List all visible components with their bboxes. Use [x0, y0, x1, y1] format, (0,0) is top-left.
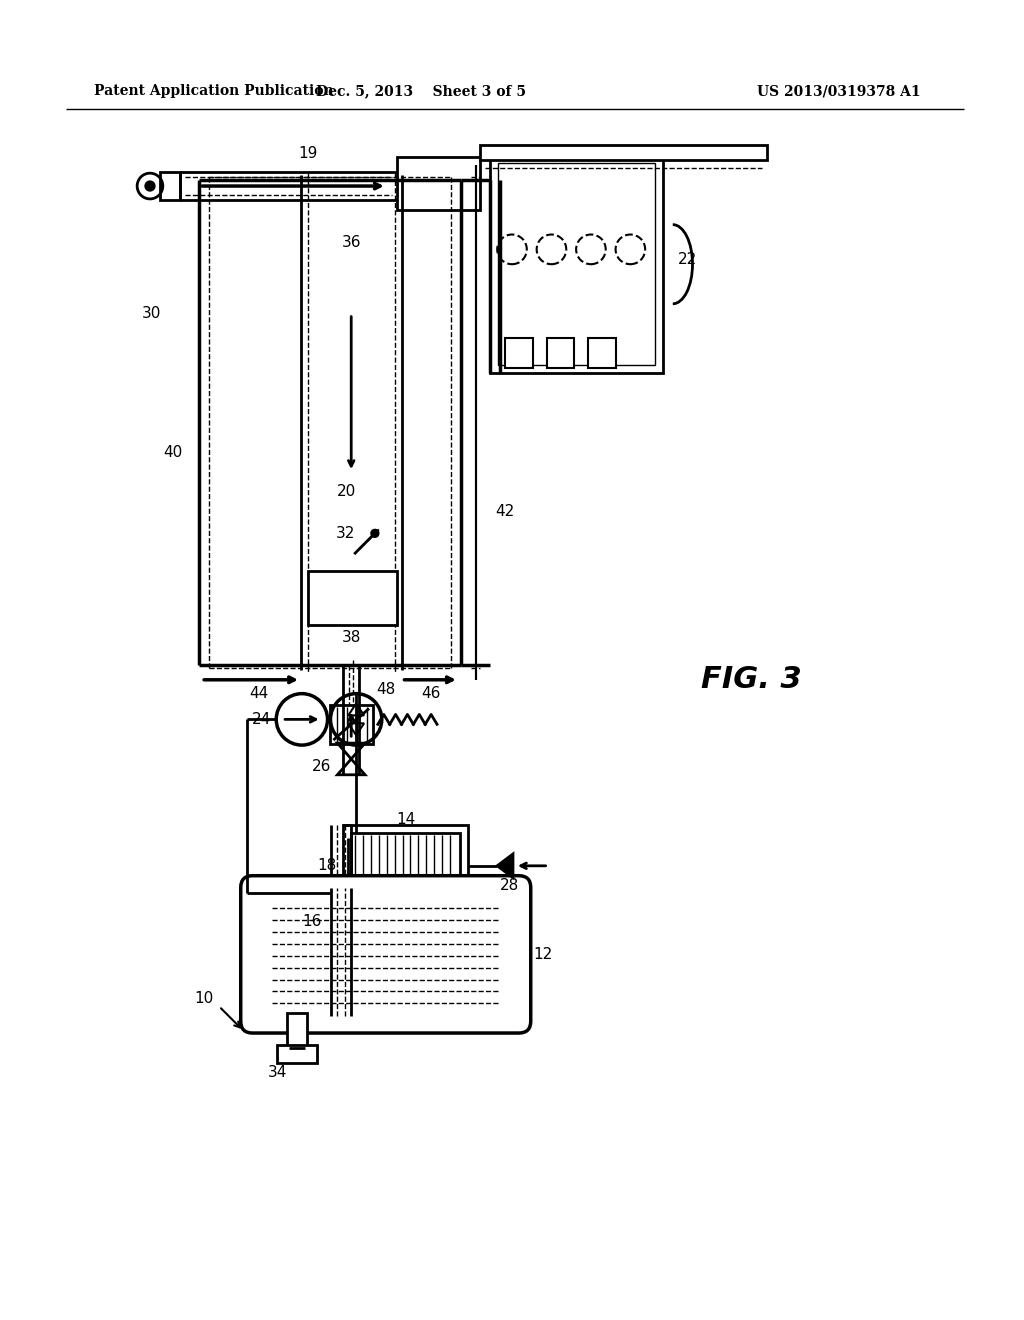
Bar	[330, 705, 373, 744]
Text: 26: 26	[312, 759, 332, 775]
Text: 14: 14	[396, 812, 415, 826]
Bar	[287, 1014, 307, 1048]
Bar	[480, 145, 767, 160]
Bar	[343, 825, 468, 906]
Bar	[308, 572, 396, 626]
Text: 46: 46	[422, 686, 440, 701]
Text: US 2013/0319378 A1: US 2013/0319378 A1	[757, 84, 921, 98]
Text: 16: 16	[302, 913, 322, 929]
Bar	[396, 157, 480, 210]
Text: 38: 38	[342, 630, 360, 644]
Bar	[278, 1045, 316, 1063]
Text: 36: 36	[341, 235, 361, 249]
Circle shape	[371, 529, 379, 537]
Text: 28: 28	[500, 878, 519, 894]
Bar	[547, 338, 574, 368]
Text: 42: 42	[496, 504, 515, 519]
Bar	[588, 338, 615, 368]
Text: Patent Application Publication: Patent Application Publication	[94, 84, 334, 98]
Bar	[505, 338, 532, 368]
Bar	[160, 172, 179, 199]
FancyBboxPatch shape	[241, 875, 530, 1034]
Text: FIG. 3: FIG. 3	[701, 665, 802, 694]
Circle shape	[145, 181, 155, 191]
Text: 12: 12	[534, 948, 553, 962]
Polygon shape	[498, 854, 513, 878]
Text: 18: 18	[316, 858, 336, 874]
Text: 24: 24	[252, 711, 271, 727]
Bar	[499, 164, 655, 366]
Text: 22: 22	[678, 252, 697, 267]
Text: 32: 32	[336, 525, 355, 541]
Text: Dec. 5, 2013    Sheet 3 of 5: Dec. 5, 2013 Sheet 3 of 5	[316, 84, 526, 98]
Text: 34: 34	[267, 1065, 287, 1080]
Text: 40: 40	[163, 445, 182, 459]
Text: 48: 48	[376, 682, 395, 697]
Text: 10: 10	[195, 991, 214, 1006]
Text: 19: 19	[298, 147, 317, 161]
Text: 44: 44	[249, 686, 268, 701]
Text: 30: 30	[142, 306, 162, 321]
Text: 20: 20	[337, 484, 356, 499]
Bar	[351, 833, 460, 898]
Bar	[490, 156, 663, 374]
